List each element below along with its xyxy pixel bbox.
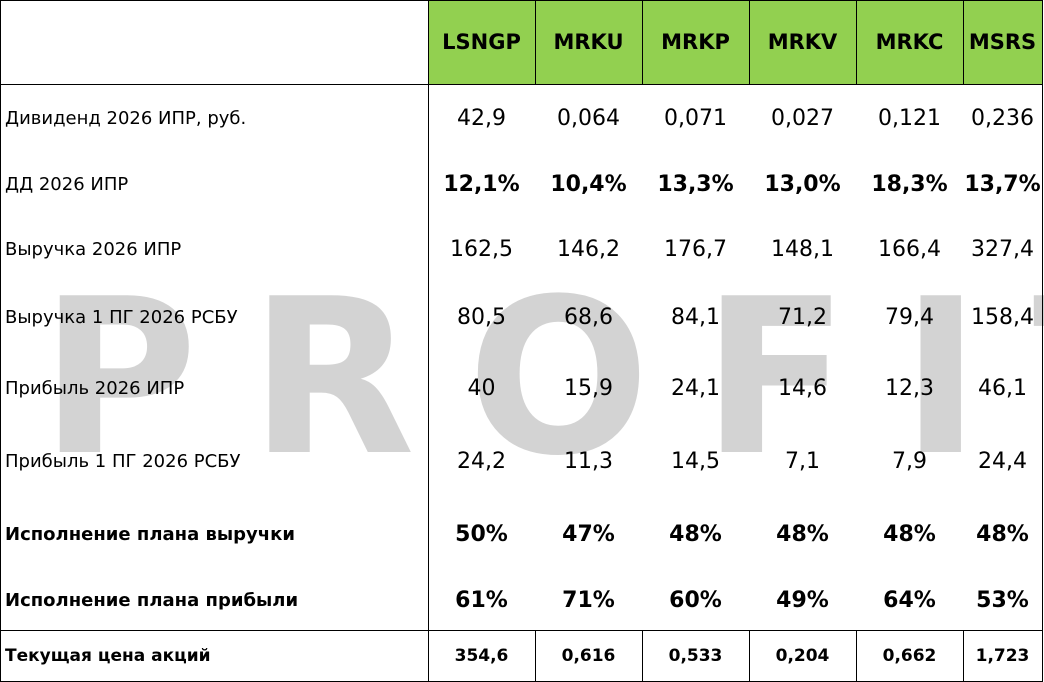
cell-value: 48%	[976, 521, 1029, 547]
cell-value: 79,4	[885, 304, 934, 330]
column-header: MRKP	[642, 0, 749, 84]
cell-value: 48%	[776, 521, 829, 547]
cell-value: 61%	[455, 587, 508, 613]
cell-value: 7,1	[785, 448, 820, 474]
border	[535, 630, 536, 682]
cell-value: 42,9	[457, 105, 506, 131]
cell-value: 148,1	[771, 236, 834, 262]
cell-value: 0,121	[878, 105, 941, 131]
cell-value: 84,1	[671, 304, 720, 330]
cell-value: 0,236	[971, 105, 1034, 131]
cell-value: 71%	[562, 587, 615, 613]
border	[749, 0, 750, 84]
row-label: Дивиденд 2026 ИПР, руб.	[5, 107, 247, 129]
cell-value: 327,4	[971, 236, 1034, 262]
header-empty	[0, 0, 428, 84]
cell-value: 0,064	[557, 105, 620, 131]
row-label: Текущая цена акций	[5, 645, 211, 666]
cell-value: 146,2	[557, 236, 620, 262]
cell-value: 64%	[883, 587, 936, 613]
cell-value: 176,7	[664, 236, 727, 262]
cell-value: 14,6	[778, 375, 827, 401]
cell-value: 12,3	[885, 375, 934, 401]
cell-value: 80,5	[457, 304, 506, 330]
cell-value: 40	[467, 375, 496, 401]
cell-value: 158,4	[971, 304, 1034, 330]
cell-value: 0,533	[668, 645, 723, 666]
row-label: Исполнение плана прибыли	[5, 589, 299, 611]
cell-value: 49%	[776, 587, 829, 613]
cell-value: 13,3%	[657, 171, 734, 197]
column-header: MRKC	[856, 0, 963, 84]
cell-value: 0,616	[561, 645, 616, 666]
border	[642, 0, 643, 84]
cell-value: 11,3	[564, 448, 613, 474]
column-header: MRKU	[535, 0, 642, 84]
border	[0, 630, 1043, 631]
cell-value: 50%	[455, 521, 508, 547]
cell-value: 0,027	[771, 105, 834, 131]
row-label: Выручка 2026 ИПР	[5, 238, 182, 260]
cell-value: 71,2	[778, 304, 827, 330]
row-label: Прибыль 1 ПГ 2026 РСБУ	[5, 450, 241, 472]
border	[963, 0, 964, 84]
cell-value: 24,1	[671, 375, 720, 401]
border	[856, 0, 857, 84]
row-label: Исполнение плана выручки	[5, 523, 295, 545]
border	[0, 0, 1043, 1]
column-header: LSNGP	[428, 0, 535, 84]
border	[749, 630, 750, 682]
cell-value: 13,0%	[764, 171, 841, 197]
cell-value: 162,5	[450, 236, 513, 262]
cell-value: 7,9	[892, 448, 927, 474]
cell-value: 18,3%	[871, 171, 948, 197]
cell-value: 15,9	[564, 375, 613, 401]
border	[642, 630, 643, 682]
column-header: MRKV	[749, 0, 856, 84]
border	[0, 0, 1, 682]
cell-value: 0,204	[775, 645, 830, 666]
row-label: Прибыль 2026 ИПР	[5, 377, 185, 399]
cell-value: 48%	[669, 521, 722, 547]
cell-value: 53%	[976, 587, 1029, 613]
border	[856, 630, 857, 682]
cell-value: 47%	[562, 521, 615, 547]
column-header: MSRS	[963, 0, 1042, 84]
row-label: ДД 2026 ИПР	[5, 173, 129, 195]
border	[0, 84, 1043, 85]
cell-value: 60%	[669, 587, 722, 613]
cell-value: 48%	[883, 521, 936, 547]
cell-value: 1,723	[975, 645, 1030, 666]
cell-value: 14,5	[671, 448, 720, 474]
cell-value: 0,071	[664, 105, 727, 131]
row-label: Выручка 1 ПГ 2026 РСБУ	[5, 306, 238, 328]
border	[428, 0, 429, 682]
cell-value: 354,6	[454, 645, 509, 666]
cell-value: 12,1%	[443, 171, 520, 197]
cell-value: 46,1	[978, 375, 1027, 401]
cell-value: 13,7%	[964, 171, 1041, 197]
border	[535, 0, 536, 84]
cell-value: 10,4%	[550, 171, 627, 197]
cell-value: 166,4	[878, 236, 941, 262]
cell-value: 24,2	[457, 448, 506, 474]
cell-value: 0,662	[882, 645, 937, 666]
border	[963, 630, 964, 682]
cell-value: 24,4	[978, 448, 1027, 474]
cell-value: 68,6	[564, 304, 613, 330]
border	[1042, 0, 1043, 682]
